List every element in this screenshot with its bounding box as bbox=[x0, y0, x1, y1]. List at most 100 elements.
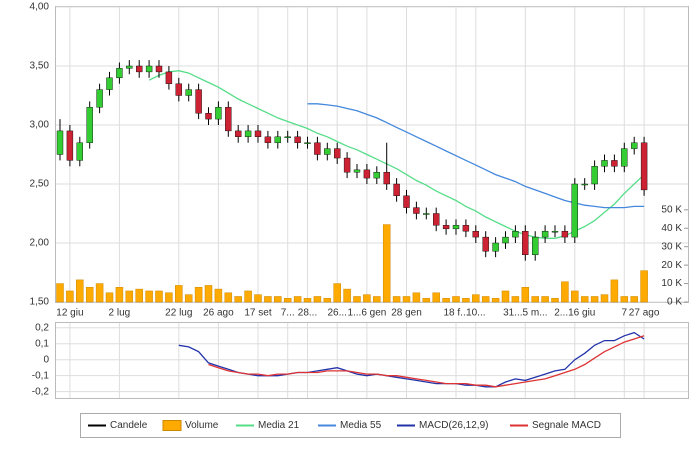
y-tick-label: 0 bbox=[43, 354, 49, 365]
candle-body bbox=[462, 225, 470, 232]
y-tick-label: 0,2 bbox=[35, 322, 49, 333]
candle-body bbox=[512, 230, 519, 238]
y-tick-label: 3,00 bbox=[30, 120, 50, 131]
volume-bar bbox=[303, 298, 312, 303]
x-tick-label: 12 giu bbox=[56, 308, 83, 319]
candle-body bbox=[155, 65, 163, 73]
volume-bar bbox=[373, 296, 381, 303]
legend-label: Volume bbox=[185, 420, 219, 431]
volume-bar bbox=[472, 294, 480, 303]
candle-body bbox=[284, 136, 291, 139]
y2-tick-label: 10 K bbox=[661, 278, 682, 289]
candle-body bbox=[264, 136, 272, 143]
volume-bar bbox=[571, 290, 579, 303]
volume-bar bbox=[442, 298, 450, 303]
volume-bar bbox=[343, 288, 351, 303]
legend-label: MACD(26,12,9) bbox=[419, 420, 488, 431]
x-tick-label: 31...5 m... bbox=[503, 308, 547, 319]
line-series bbox=[148, 70, 645, 239]
candle-body bbox=[442, 225, 450, 230]
candle-body bbox=[324, 148, 331, 155]
volume-bar bbox=[501, 290, 510, 303]
candle-body bbox=[551, 230, 559, 233]
candle-body bbox=[195, 89, 202, 114]
candle-body bbox=[135, 65, 143, 73]
candle-body bbox=[225, 107, 232, 132]
volume-bar bbox=[224, 292, 233, 303]
x-tick-label: 17 set bbox=[244, 308, 271, 319]
volume-bar bbox=[135, 288, 143, 303]
volume-bar bbox=[541, 296, 549, 303]
volume-bar bbox=[590, 296, 599, 303]
line-series bbox=[307, 103, 645, 209]
candle-body bbox=[611, 160, 618, 167]
volume-bar bbox=[125, 290, 134, 303]
volume-bar bbox=[481, 296, 490, 303]
price-panel bbox=[55, 6, 689, 303]
volume-bar bbox=[363, 294, 371, 303]
candle-body bbox=[76, 142, 84, 161]
volume-bar bbox=[432, 292, 440, 303]
candle-body bbox=[413, 207, 420, 214]
y-tick-label: 0,1 bbox=[35, 338, 49, 349]
y-tick-label: 1,50 bbox=[30, 297, 50, 308]
volume-bar bbox=[145, 290, 153, 303]
volume-bar bbox=[402, 296, 411, 303]
x-tick-label: 28 gen bbox=[391, 308, 422, 319]
candle-body bbox=[433, 213, 440, 226]
volume-bar bbox=[422, 298, 431, 303]
volume-bar bbox=[630, 296, 638, 303]
volume-bar bbox=[382, 224, 391, 303]
candle-body bbox=[56, 130, 64, 155]
volume-bar bbox=[640, 270, 648, 303]
candle-body bbox=[393, 183, 400, 197]
legend-label: Media 55 bbox=[340, 420, 382, 431]
volume-bar bbox=[333, 283, 341, 303]
candle-body bbox=[86, 107, 93, 143]
volume-bar bbox=[95, 283, 104, 303]
x-tick-label: 7... bbox=[281, 308, 295, 319]
y-tick-label: -0,2 bbox=[32, 386, 50, 397]
x-tick-label: 2 lug bbox=[109, 308, 131, 319]
candle-body bbox=[423, 213, 430, 215]
volume-bar bbox=[184, 294, 193, 303]
volume-bar bbox=[234, 296, 242, 303]
volume-bar bbox=[531, 296, 539, 303]
volume-bar bbox=[76, 279, 84, 303]
legend-label: Candele bbox=[110, 420, 148, 431]
candle-body bbox=[175, 83, 183, 96]
x-tick-label: 2...16 giu bbox=[554, 308, 595, 319]
volume-bar bbox=[293, 296, 302, 303]
volume-bar bbox=[155, 290, 163, 303]
volume-bar bbox=[115, 287, 124, 303]
candle-body bbox=[126, 65, 133, 69]
legend-swatch bbox=[162, 420, 182, 431]
volume-bar bbox=[165, 292, 173, 303]
line-series bbox=[208, 335, 645, 388]
macd-panel bbox=[55, 322, 689, 399]
candle-body bbox=[561, 230, 569, 238]
y2-tick-label: 40 K bbox=[661, 223, 682, 234]
x-tick-label: 1...6 gen bbox=[347, 308, 386, 319]
candle-body bbox=[254, 130, 262, 137]
y-tick-label: 4,00 bbox=[30, 2, 50, 13]
candle-body bbox=[353, 169, 361, 173]
candle-body bbox=[314, 142, 321, 155]
x-tick-label: 7 bbox=[622, 308, 628, 319]
candle-body bbox=[621, 148, 628, 167]
candle-body bbox=[472, 230, 479, 238]
candle-body bbox=[165, 71, 173, 84]
volume-bar bbox=[264, 296, 272, 303]
candle-body bbox=[571, 183, 578, 238]
candle-body bbox=[215, 107, 222, 120]
y2-tick-label: 30 K bbox=[661, 241, 682, 252]
volume-bar bbox=[561, 281, 569, 303]
volume-bar bbox=[551, 298, 559, 303]
volume-bar bbox=[580, 296, 589, 303]
volume-bar bbox=[204, 285, 213, 303]
candle-body bbox=[383, 171, 390, 185]
x-tick-label: 26 ago bbox=[203, 308, 234, 319]
candle-body bbox=[334, 148, 341, 159]
